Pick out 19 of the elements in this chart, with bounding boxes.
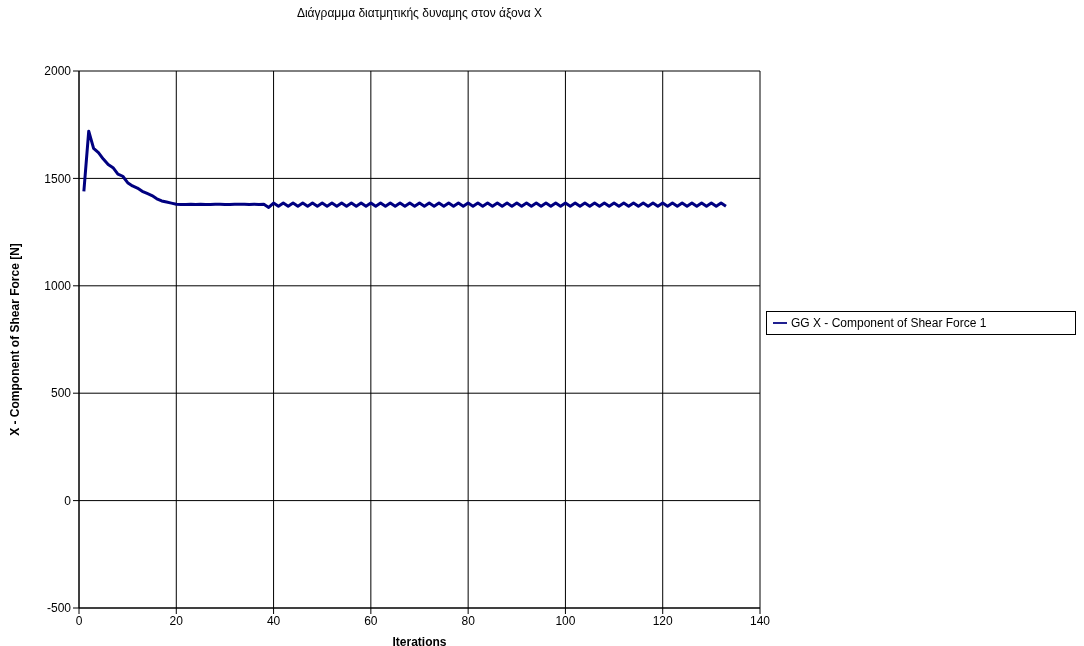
x-tick-label: 0 <box>75 613 83 628</box>
y-tick-label: 2000 <box>44 64 72 79</box>
x-tick-label: 40 <box>266 613 281 628</box>
legend-label: GG X - Component of Shear Force 1 <box>791 315 987 330</box>
y-tick-label: 500 <box>50 386 72 401</box>
y-tick-label: 1000 <box>44 279 72 294</box>
x-tick-label: 100 <box>555 613 576 628</box>
y-tick-label: 1500 <box>44 171 72 186</box>
line-series <box>82 129 728 209</box>
x-tick-label: 20 <box>169 613 184 628</box>
y-tick-label: -500 <box>46 601 72 616</box>
y-tick-label: 0 <box>64 493 72 508</box>
x-axis-title: Iterations <box>392 635 447 646</box>
x-tick-label: 60 <box>364 613 378 628</box>
x-tick-label: 120 <box>652 613 674 628</box>
x-tick-label: 80 <box>461 613 476 628</box>
y-axis-title: X - Component of Shear Force [N] <box>8 243 23 436</box>
chart-title: Διάγραμμα διατμητικής δυναμης στον άξονα X <box>295 6 544 20</box>
x-tick-label: 140 <box>749 613 771 628</box>
